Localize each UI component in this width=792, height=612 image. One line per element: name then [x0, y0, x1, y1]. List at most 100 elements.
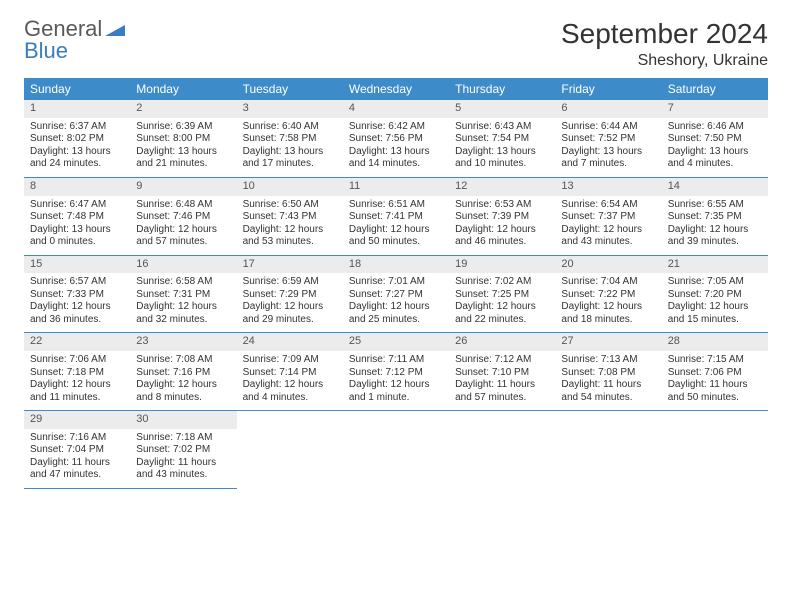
daylight-line2: and 46 minutes.	[455, 236, 549, 249]
sunset-text: Sunset: 7:39 PM	[455, 211, 549, 224]
sunset-text: Sunset: 7:48 PM	[30, 211, 124, 224]
day-number: 9	[130, 178, 236, 196]
sunrise-text: Sunrise: 7:18 AM	[136, 432, 230, 445]
calendar-day-cell: 12Sunrise: 6:53 AMSunset: 7:39 PMDayligh…	[449, 177, 555, 255]
daylight-line1: Daylight: 13 hours	[30, 224, 124, 237]
sunrise-text: Sunrise: 7:05 AM	[668, 276, 762, 289]
day-body: Sunrise: 7:01 AMSunset: 7:27 PMDaylight:…	[343, 273, 449, 332]
day-number: 21	[662, 256, 768, 274]
calendar-day-cell: 14Sunrise: 6:55 AMSunset: 7:35 PMDayligh…	[662, 177, 768, 255]
sunset-text: Sunset: 7:43 PM	[243, 211, 337, 224]
day-body: Sunrise: 7:02 AMSunset: 7:25 PMDaylight:…	[449, 273, 555, 332]
calendar-day-cell: 22Sunrise: 7:06 AMSunset: 7:18 PMDayligh…	[24, 333, 130, 411]
calendar-day-cell: 13Sunrise: 6:54 AMSunset: 7:37 PMDayligh…	[555, 177, 661, 255]
daylight-line1: Daylight: 12 hours	[668, 301, 762, 314]
day-body: Sunrise: 6:39 AMSunset: 8:00 PMDaylight:…	[130, 118, 236, 177]
daylight-line1: Daylight: 11 hours	[561, 379, 655, 392]
weekday-header: Friday	[555, 78, 661, 100]
day-body: Sunrise: 7:18 AMSunset: 7:02 PMDaylight:…	[130, 429, 236, 488]
logo-triangle-icon	[105, 18, 125, 40]
calendar-day-cell: 5Sunrise: 6:43 AMSunset: 7:54 PMDaylight…	[449, 100, 555, 177]
daylight-line2: and 53 minutes.	[243, 236, 337, 249]
sunset-text: Sunset: 7:54 PM	[455, 133, 549, 146]
day-number: 16	[130, 256, 236, 274]
day-number: 14	[662, 178, 768, 196]
calendar-day-cell: 27Sunrise: 7:13 AMSunset: 7:08 PMDayligh…	[555, 333, 661, 411]
daylight-line2: and 18 minutes.	[561, 314, 655, 327]
day-body: Sunrise: 7:06 AMSunset: 7:18 PMDaylight:…	[24, 351, 130, 410]
sunrise-text: Sunrise: 6:43 AM	[455, 121, 549, 134]
sunrise-text: Sunrise: 6:51 AM	[349, 199, 443, 212]
calendar-day-cell	[237, 411, 343, 489]
calendar-day-cell	[343, 411, 449, 489]
calendar-day-cell: 25Sunrise: 7:11 AMSunset: 7:12 PMDayligh…	[343, 333, 449, 411]
day-number: 4	[343, 100, 449, 118]
sunset-text: Sunset: 7:04 PM	[30, 444, 124, 457]
daylight-line1: Daylight: 12 hours	[561, 301, 655, 314]
calendar-day-cell: 6Sunrise: 6:44 AMSunset: 7:52 PMDaylight…	[555, 100, 661, 177]
day-number: 15	[24, 256, 130, 274]
day-body: Sunrise: 6:55 AMSunset: 7:35 PMDaylight:…	[662, 196, 768, 255]
sunset-text: Sunset: 7:56 PM	[349, 133, 443, 146]
sunrise-text: Sunrise: 6:57 AM	[30, 276, 124, 289]
day-body: Sunrise: 6:57 AMSunset: 7:33 PMDaylight:…	[24, 273, 130, 332]
day-body: Sunrise: 7:04 AMSunset: 7:22 PMDaylight:…	[555, 273, 661, 332]
day-body: Sunrise: 6:44 AMSunset: 7:52 PMDaylight:…	[555, 118, 661, 177]
daylight-line2: and 50 minutes.	[668, 392, 762, 405]
sunrise-text: Sunrise: 6:53 AM	[455, 199, 549, 212]
daylight-line2: and 43 minutes.	[561, 236, 655, 249]
day-body: Sunrise: 6:46 AMSunset: 7:50 PMDaylight:…	[662, 118, 768, 177]
sunrise-text: Sunrise: 7:01 AM	[349, 276, 443, 289]
weekday-header: Tuesday	[237, 78, 343, 100]
daylight-line1: Daylight: 12 hours	[455, 301, 549, 314]
day-number: 2	[130, 100, 236, 118]
header: GeneralBlue September 2024 Sheshory, Ukr…	[24, 18, 768, 70]
sunrise-text: Sunrise: 7:09 AM	[243, 354, 337, 367]
sunset-text: Sunset: 7:20 PM	[668, 289, 762, 302]
calendar-day-cell: 4Sunrise: 6:42 AMSunset: 7:56 PMDaylight…	[343, 100, 449, 177]
sunrise-text: Sunrise: 7:02 AM	[455, 276, 549, 289]
calendar-table: Sunday Monday Tuesday Wednesday Thursday…	[24, 78, 768, 489]
sunrise-text: Sunrise: 6:58 AM	[136, 276, 230, 289]
sunrise-text: Sunrise: 7:04 AM	[561, 276, 655, 289]
sunset-text: Sunset: 7:14 PM	[243, 367, 337, 380]
day-number: 29	[24, 411, 130, 429]
logo-text-general: General	[24, 18, 102, 40]
calendar-day-cell: 8Sunrise: 6:47 AMSunset: 7:48 PMDaylight…	[24, 177, 130, 255]
day-number: 27	[555, 333, 661, 351]
sunrise-text: Sunrise: 6:37 AM	[30, 121, 124, 134]
sunrise-text: Sunrise: 6:40 AM	[243, 121, 337, 134]
day-number: 30	[130, 411, 236, 429]
title-block: September 2024 Sheshory, Ukraine	[561, 18, 768, 70]
daylight-line2: and 1 minute.	[349, 392, 443, 405]
calendar-day-cell: 3Sunrise: 6:40 AMSunset: 7:58 PMDaylight…	[237, 100, 343, 177]
day-number: 12	[449, 178, 555, 196]
daylight-line2: and 43 minutes.	[136, 469, 230, 482]
daylight-line1: Daylight: 11 hours	[455, 379, 549, 392]
sunrise-text: Sunrise: 6:46 AM	[668, 121, 762, 134]
logo-text-blue: Blue	[24, 40, 125, 62]
calendar-day-cell: 2Sunrise: 6:39 AMSunset: 8:00 PMDaylight…	[130, 100, 236, 177]
calendar-day-cell	[449, 411, 555, 489]
weekday-header: Thursday	[449, 78, 555, 100]
daylight-line2: and 8 minutes.	[136, 392, 230, 405]
sunrise-text: Sunrise: 7:15 AM	[668, 354, 762, 367]
daylight-line2: and 11 minutes.	[30, 392, 124, 405]
calendar-day-cell: 17Sunrise: 6:59 AMSunset: 7:29 PMDayligh…	[237, 255, 343, 333]
sunset-text: Sunset: 7:10 PM	[455, 367, 549, 380]
day-body: Sunrise: 7:16 AMSunset: 7:04 PMDaylight:…	[24, 429, 130, 488]
daylight-line2: and 4 minutes.	[243, 392, 337, 405]
day-body: Sunrise: 7:08 AMSunset: 7:16 PMDaylight:…	[130, 351, 236, 410]
day-number: 1	[24, 100, 130, 118]
calendar-week-row: 15Sunrise: 6:57 AMSunset: 7:33 PMDayligh…	[24, 255, 768, 333]
sunrise-text: Sunrise: 7:11 AM	[349, 354, 443, 367]
sunrise-text: Sunrise: 7:12 AM	[455, 354, 549, 367]
calendar-week-row: 22Sunrise: 7:06 AMSunset: 7:18 PMDayligh…	[24, 333, 768, 411]
day-number: 7	[662, 100, 768, 118]
daylight-line2: and 24 minutes.	[30, 158, 124, 171]
daylight-line1: Daylight: 12 hours	[243, 301, 337, 314]
sunset-text: Sunset: 7:41 PM	[349, 211, 443, 224]
sunrise-text: Sunrise: 7:06 AM	[30, 354, 124, 367]
day-body: Sunrise: 6:51 AMSunset: 7:41 PMDaylight:…	[343, 196, 449, 255]
daylight-line2: and 57 minutes.	[136, 236, 230, 249]
